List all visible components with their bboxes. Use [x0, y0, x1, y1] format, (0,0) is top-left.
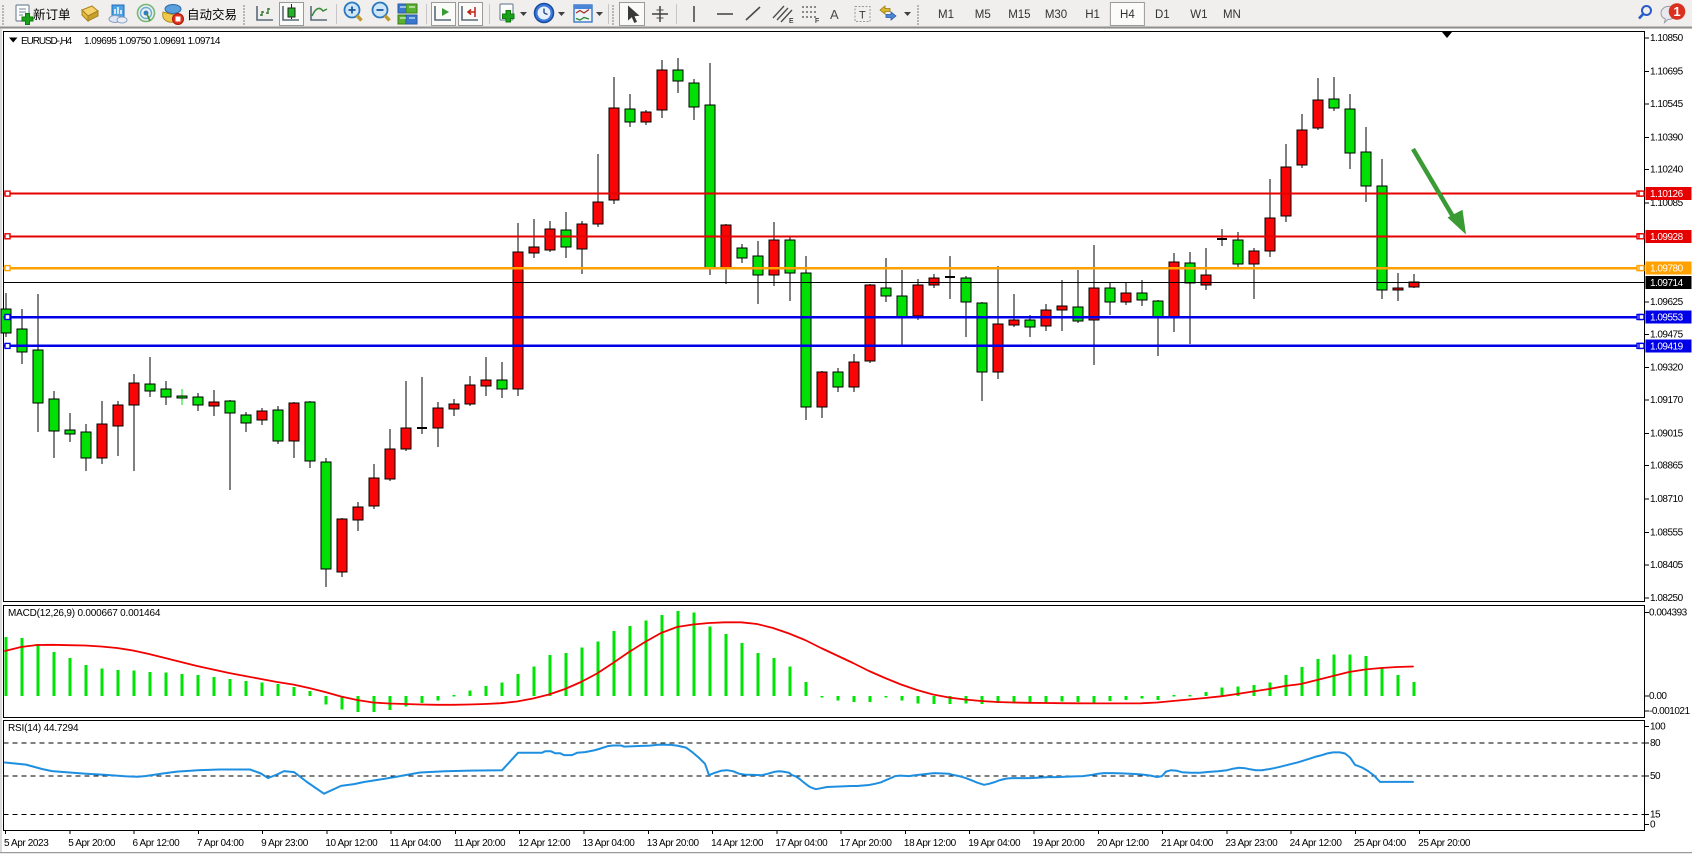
svg-text:1.10126: 1.10126 — [1650, 189, 1684, 200]
svg-text:0.004393: 0.004393 — [1649, 607, 1688, 618]
svg-text:新订单: 新订单 — [33, 7, 71, 22]
svg-text:-0.001021: -0.001021 — [1649, 706, 1690, 717]
svg-text:1.10390: 1.10390 — [1650, 132, 1684, 143]
svg-text:25 Apr 04:00: 25 Apr 04:00 — [1354, 838, 1407, 849]
svg-text:1.08250: 1.08250 — [1650, 593, 1684, 604]
svg-text:11 Apr 20:00: 11 Apr 20:00 — [454, 838, 506, 849]
svg-text:80: 80 — [1650, 738, 1661, 749]
svg-text:1.09714: 1.09714 — [1650, 278, 1684, 289]
svg-text:W1: W1 — [1190, 9, 1207, 21]
svg-text:0: 0 — [1650, 819, 1656, 830]
svg-text:1.09625: 1.09625 — [1650, 297, 1684, 308]
svg-text:17 Apr 04:00: 17 Apr 04:00 — [775, 838, 828, 849]
svg-text:A: A — [830, 7, 839, 22]
svg-text:1.10240: 1.10240 — [1650, 165, 1684, 176]
svg-text:21 Apr 04:00: 21 Apr 04:00 — [1161, 838, 1214, 849]
svg-text:M15: M15 — [1008, 9, 1030, 21]
svg-text:1.09320: 1.09320 — [1650, 363, 1684, 374]
svg-text:24 Apr 12:00: 24 Apr 12:00 — [1290, 838, 1343, 849]
svg-text:1.10695: 1.10695 — [1650, 67, 1684, 78]
svg-text:1.09780: 1.09780 — [1650, 264, 1684, 275]
svg-text:14 Apr 12:00: 14 Apr 12:00 — [711, 838, 764, 849]
svg-text:17 Apr 20:00: 17 Apr 20:00 — [840, 838, 893, 849]
svg-text:15: 15 — [1650, 810, 1661, 821]
svg-text:13 Apr 04:00: 13 Apr 04:00 — [583, 838, 636, 849]
svg-text:T: T — [859, 10, 866, 22]
svg-text:5 Apr 20:00: 5 Apr 20:00 — [68, 838, 116, 849]
svg-text:1.09553: 1.09553 — [1650, 313, 1684, 324]
svg-text:1.09015: 1.09015 — [1650, 428, 1684, 439]
svg-text:0.00: 0.00 — [1649, 691, 1667, 702]
svg-text:1.09475: 1.09475 — [1650, 329, 1684, 340]
svg-text:19 Apr 04:00: 19 Apr 04:00 — [968, 838, 1021, 849]
svg-text:10 Apr 12:00: 10 Apr 12:00 — [325, 838, 378, 849]
svg-text:1.08710: 1.08710 — [1650, 494, 1684, 505]
svg-text:25 Apr 20:00: 25 Apr 20:00 — [1418, 838, 1471, 849]
svg-text:13 Apr 20:00: 13 Apr 20:00 — [647, 838, 700, 849]
svg-text:M5: M5 — [975, 9, 991, 21]
svg-text:18 Apr 12:00: 18 Apr 12:00 — [904, 838, 957, 849]
svg-text:MACD(12,26,9) 0.000667 0.00146: MACD(12,26,9) 0.000667 0.001464 — [8, 608, 161, 619]
svg-text:1.09695 1.09750 1.09691 1.0971: 1.09695 1.09750 1.09691 1.09714 — [84, 36, 221, 47]
svg-text:50: 50 — [1650, 771, 1661, 782]
svg-text:20 Apr 12:00: 20 Apr 12:00 — [1097, 838, 1150, 849]
svg-text:11 Apr 04:00: 11 Apr 04:00 — [390, 838, 442, 849]
svg-text:M1: M1 — [938, 9, 954, 21]
svg-text:23 Apr 23:00: 23 Apr 23:00 — [1225, 838, 1278, 849]
svg-text:MN: MN — [1223, 9, 1241, 21]
svg-text:12 Apr 12:00: 12 Apr 12:00 — [518, 838, 571, 849]
svg-text:5 Apr 2023: 5 Apr 2023 — [4, 838, 49, 849]
svg-text:H1: H1 — [1085, 9, 1100, 21]
svg-text:1.09928: 1.09928 — [1650, 232, 1684, 243]
svg-text:1.09419: 1.09419 — [1650, 341, 1684, 352]
svg-text:1.09170: 1.09170 — [1650, 395, 1684, 406]
svg-text:1: 1 — [1673, 4, 1680, 19]
svg-text:EURUSD-,H4: EURUSD-,H4 — [21, 36, 73, 47]
svg-text:1.08865: 1.08865 — [1650, 461, 1684, 472]
svg-text:F: F — [815, 18, 819, 25]
svg-text:RSI(14) 44.7294: RSI(14) 44.7294 — [8, 723, 79, 734]
svg-text:1.10850: 1.10850 — [1650, 33, 1684, 44]
svg-text:H4: H4 — [1120, 9, 1135, 21]
svg-text:6 Apr 12:00: 6 Apr 12:00 — [133, 838, 181, 849]
svg-text:1.10545: 1.10545 — [1650, 99, 1684, 110]
svg-text:E: E — [789, 18, 794, 25]
svg-text:1.08555: 1.08555 — [1650, 527, 1684, 538]
svg-text:M30: M30 — [1045, 9, 1067, 21]
svg-text:7 Apr 04:00: 7 Apr 04:00 — [197, 838, 245, 849]
svg-text:1.08405: 1.08405 — [1650, 560, 1684, 571]
svg-text:19 Apr 20:00: 19 Apr 20:00 — [1032, 838, 1085, 849]
svg-text:1.10085: 1.10085 — [1650, 198, 1684, 209]
svg-text:9 Apr 23:00: 9 Apr 23:00 — [261, 838, 309, 849]
svg-text:100: 100 — [1650, 721, 1666, 732]
svg-text:自动交易: 自动交易 — [187, 7, 237, 22]
svg-text:D1: D1 — [1155, 9, 1170, 21]
